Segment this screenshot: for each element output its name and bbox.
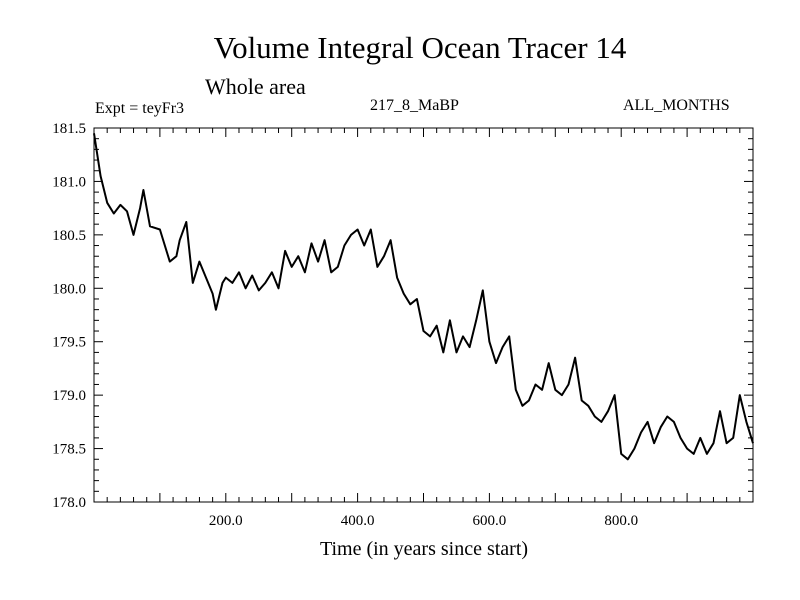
run-label: 217_8_MaBP	[370, 97, 459, 114]
y-tick-label: 180.0	[52, 281, 86, 297]
chart-title: Volume Integral Ocean Tracer 14	[213, 30, 627, 65]
y-tick-label: 180.5	[52, 228, 86, 244]
x-tick-label: 400.0	[341, 513, 375, 529]
y-tick-label: 179.0	[52, 388, 86, 404]
x-tick-label: 800.0	[604, 513, 638, 529]
x-axis-label: Time (in years since start)	[319, 538, 529, 560]
chart-subtitle: Whole area	[205, 74, 306, 99]
y-tick-label: 179.5	[52, 335, 86, 351]
plot-frame	[93, 127, 754, 503]
x-tick-label: 200.0	[209, 513, 243, 529]
y-tick-label: 178.0	[52, 495, 86, 511]
months-label: ALL_MONTHS	[623, 97, 730, 114]
x-tick-label: 600.0	[473, 513, 507, 529]
y-tick-label: 181.5	[52, 121, 86, 137]
y-tick-label: 178.5	[52, 442, 86, 458]
experiment-label: Expt = teyFr3	[95, 100, 185, 117]
y-tick-label: 181.0	[52, 174, 86, 190]
series-line	[93, 133, 754, 461]
